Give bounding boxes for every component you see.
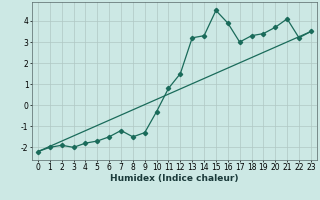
X-axis label: Humidex (Indice chaleur): Humidex (Indice chaleur) bbox=[110, 174, 239, 183]
